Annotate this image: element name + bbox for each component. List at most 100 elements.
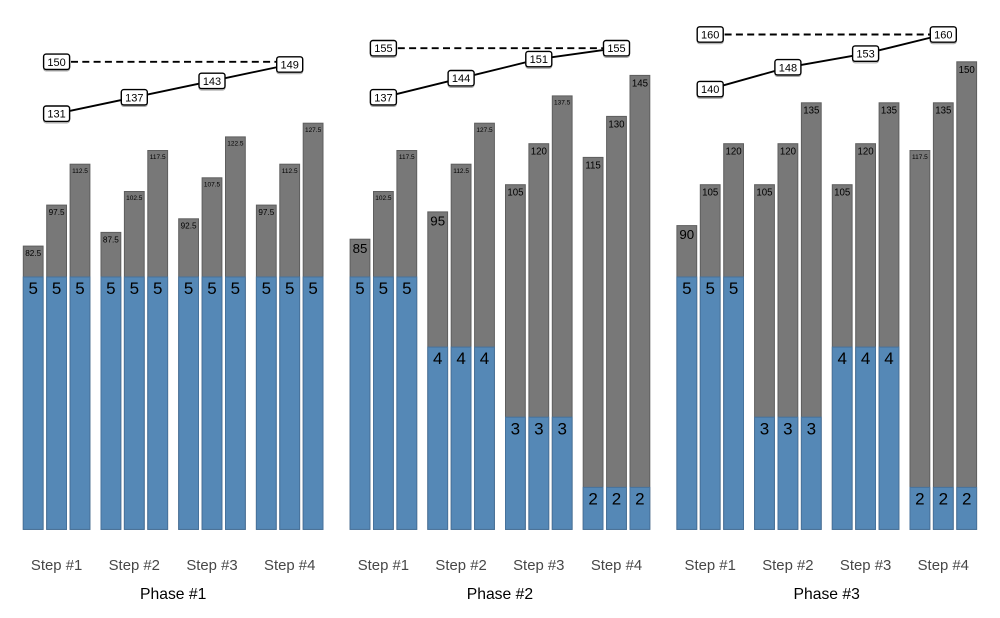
- svg-text:117.5: 117.5: [399, 154, 415, 161]
- svg-text:97.5: 97.5: [258, 208, 274, 217]
- svg-text:120: 120: [780, 147, 797, 158]
- svg-text:3: 3: [511, 419, 520, 438]
- svg-text:3: 3: [783, 419, 792, 438]
- svg-text:3: 3: [557, 419, 566, 438]
- svg-text:112.5: 112.5: [282, 168, 298, 175]
- svg-text:4: 4: [480, 349, 489, 368]
- svg-text:155: 155: [607, 43, 625, 55]
- svg-text:Step #4: Step #4: [264, 558, 315, 574]
- svg-text:151: 151: [530, 54, 548, 66]
- svg-text:112.5: 112.5: [72, 168, 88, 175]
- svg-text:120: 120: [726, 147, 743, 158]
- svg-text:Phase #1: Phase #1: [140, 586, 206, 603]
- svg-text:85: 85: [353, 241, 368, 256]
- svg-text:5: 5: [106, 279, 115, 298]
- svg-text:148: 148: [779, 62, 797, 74]
- svg-text:153: 153: [856, 49, 874, 61]
- svg-text:4: 4: [884, 349, 893, 368]
- svg-text:4: 4: [861, 349, 870, 368]
- svg-text:5: 5: [308, 279, 317, 298]
- svg-text:5: 5: [231, 279, 240, 298]
- svg-text:105: 105: [834, 188, 850, 199]
- svg-text:Step #3: Step #3: [840, 558, 891, 574]
- svg-text:127.5: 127.5: [305, 127, 322, 134]
- svg-text:Step #3: Step #3: [513, 558, 564, 574]
- svg-text:107.5: 107.5: [204, 182, 221, 189]
- svg-text:82.5: 82.5: [25, 249, 41, 258]
- svg-text:5: 5: [153, 279, 162, 298]
- svg-text:5: 5: [75, 279, 84, 298]
- svg-text:Step #3: Step #3: [186, 558, 237, 574]
- svg-text:102.5: 102.5: [126, 195, 143, 202]
- svg-text:3: 3: [760, 419, 769, 438]
- svg-text:5: 5: [285, 279, 294, 298]
- svg-text:150: 150: [959, 65, 976, 76]
- svg-text:5: 5: [402, 279, 411, 298]
- svg-text:160: 160: [701, 30, 719, 42]
- svg-text:112.5: 112.5: [453, 168, 469, 175]
- svg-text:135: 135: [803, 106, 819, 117]
- svg-text:97.5: 97.5: [49, 208, 65, 217]
- svg-text:144: 144: [452, 73, 470, 85]
- svg-text:5: 5: [682, 279, 691, 298]
- svg-text:Step #1: Step #1: [31, 558, 82, 574]
- svg-text:87.5: 87.5: [103, 235, 119, 244]
- svg-text:Phase #2: Phase #2: [467, 586, 533, 603]
- svg-text:5: 5: [207, 279, 216, 298]
- svg-text:5: 5: [355, 279, 364, 298]
- svg-text:149: 149: [281, 60, 299, 72]
- svg-text:137: 137: [374, 92, 392, 104]
- svg-text:137.5: 137.5: [554, 100, 571, 107]
- svg-text:105: 105: [702, 188, 718, 199]
- svg-text:Step #2: Step #2: [435, 558, 486, 574]
- svg-text:Step #1: Step #1: [358, 558, 409, 574]
- svg-text:105: 105: [756, 188, 772, 199]
- svg-text:5: 5: [130, 279, 139, 298]
- svg-text:2: 2: [612, 490, 621, 509]
- svg-text:Phase #3: Phase #3: [794, 586, 861, 603]
- svg-text:150: 150: [47, 57, 65, 69]
- svg-text:122.5: 122.5: [227, 141, 244, 148]
- svg-text:2: 2: [588, 490, 597, 509]
- svg-text:92.5: 92.5: [181, 222, 197, 231]
- svg-text:2: 2: [939, 490, 948, 509]
- svg-text:Step #1: Step #1: [685, 558, 736, 574]
- svg-text:2: 2: [635, 490, 644, 509]
- svg-text:Step #4: Step #4: [591, 558, 642, 574]
- svg-text:5: 5: [184, 279, 193, 298]
- svg-text:5: 5: [705, 279, 714, 298]
- svg-text:2: 2: [962, 490, 971, 509]
- svg-text:120: 120: [858, 147, 875, 158]
- svg-text:5: 5: [379, 279, 388, 298]
- svg-text:137: 137: [125, 92, 143, 104]
- svg-text:3: 3: [807, 419, 816, 438]
- svg-text:155: 155: [374, 43, 392, 55]
- svg-text:117.5: 117.5: [912, 154, 928, 161]
- svg-text:5: 5: [262, 279, 271, 298]
- svg-text:105: 105: [507, 188, 523, 199]
- svg-text:102.5: 102.5: [375, 195, 392, 202]
- svg-text:95: 95: [430, 214, 445, 229]
- svg-text:5: 5: [52, 279, 61, 298]
- svg-text:127.5: 127.5: [476, 127, 493, 134]
- svg-text:145: 145: [632, 78, 648, 89]
- svg-text:4: 4: [433, 349, 442, 368]
- svg-text:143: 143: [203, 76, 221, 88]
- svg-text:160: 160: [934, 30, 952, 42]
- svg-text:90: 90: [679, 227, 694, 242]
- svg-text:3: 3: [534, 419, 543, 438]
- svg-text:117.5: 117.5: [150, 154, 166, 161]
- svg-text:Step #2: Step #2: [109, 558, 160, 574]
- svg-text:4: 4: [837, 349, 846, 368]
- svg-text:135: 135: [881, 106, 897, 117]
- svg-text:4: 4: [456, 349, 465, 368]
- svg-text:130: 130: [608, 119, 625, 130]
- svg-text:140: 140: [701, 84, 719, 96]
- svg-text:115: 115: [585, 160, 600, 171]
- svg-text:135: 135: [935, 106, 951, 117]
- svg-text:5: 5: [28, 279, 37, 298]
- svg-text:131: 131: [47, 109, 65, 121]
- svg-text:2: 2: [915, 490, 924, 509]
- svg-text:120: 120: [531, 147, 548, 158]
- svg-text:Step #2: Step #2: [762, 558, 813, 574]
